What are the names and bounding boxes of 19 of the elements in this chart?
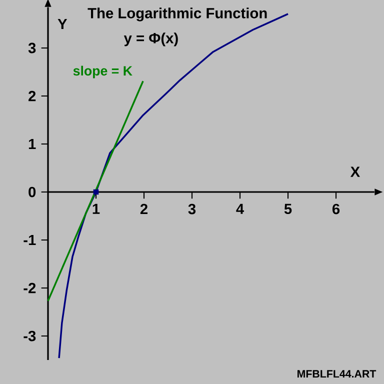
x-tick-label: 2 (140, 204, 148, 214)
x-tick-label: 4 (236, 204, 244, 214)
y-tick-label: 3 (28, 42, 36, 54)
y-tick-label: 0 (28, 186, 36, 198)
annotation: slope = K (73, 66, 132, 78)
x-tick-label: 6 (332, 204, 340, 214)
text: y = Φ(x) (124, 32, 178, 46)
chart-title: The Logarithmic Function (88, 8, 267, 22)
y-tick-label: -2 (24, 282, 36, 294)
x-tick-label: 1 (92, 204, 100, 214)
y-tick-label: 1 (28, 138, 36, 150)
y-tick-label: -1 (24, 234, 36, 246)
y-axis-title: Y (58, 18, 68, 30)
y-tick-label: 2 (28, 90, 36, 102)
x-tick-label: 5 (284, 204, 292, 214)
y-tick-label: -3 (24, 330, 36, 342)
x-tick-label: 3 (188, 204, 196, 214)
x-axis-title: X (350, 166, 360, 177)
text: MFBLFL44.ART (297, 370, 376, 378)
